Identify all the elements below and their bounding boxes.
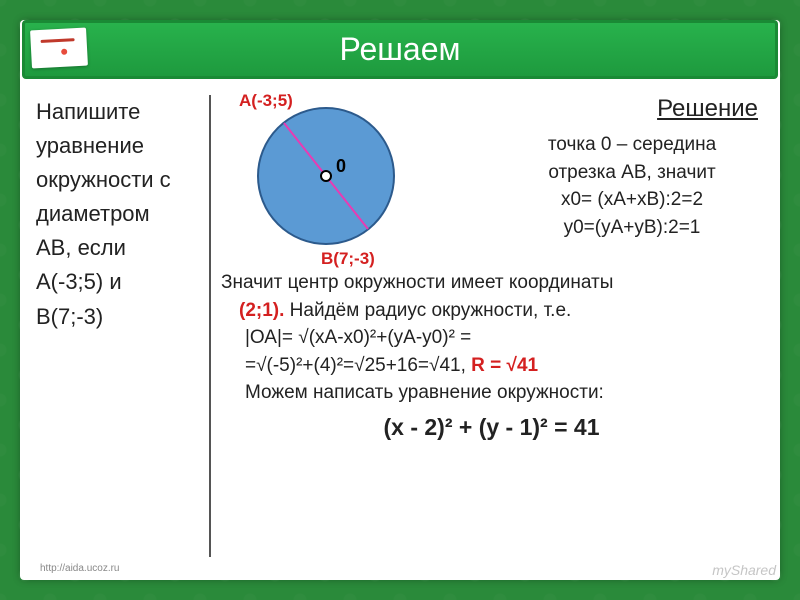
problem-line: уравнение [36, 129, 201, 163]
solution-line: x0= (xА+xВ):2=2 [502, 186, 762, 214]
problem-text: Напишите уравнение окружности с диаметро… [36, 95, 211, 557]
header-title: Решаем [340, 31, 461, 67]
solution-steps-bottom: Значит центр окружности имеет координаты… [221, 269, 762, 444]
problem-line: Напишите [36, 95, 201, 129]
problem-line: АВ, если [36, 231, 201, 265]
solution-line: Можем написать уравнение окружности: [221, 379, 762, 407]
content-area: Напишите уравнение окружности с диаметро… [20, 79, 780, 561]
solution-line: y0=(yА+yВ):2=1 [502, 214, 762, 242]
solution-line: (2;1). Найдём радиус окружности, т.е. [221, 297, 762, 325]
solution-line: точка 0 – середина [502, 131, 762, 159]
solution-line: Значит центр окружности имеет координаты [221, 269, 762, 297]
problem-line: В(7;-3) [36, 300, 201, 334]
point-a-label: А(-3;5) [239, 91, 293, 111]
solution-steps-top: точка 0 – середина отрезка АВ, значит x0… [502, 131, 762, 241]
svg-text:0: 0 [336, 156, 346, 176]
footer-url: http://aida.ucoz.ru [20, 561, 780, 580]
problem-line: диаметром [36, 197, 201, 231]
solution-line: |ОА|= √(xА-x0)²+(yА-y0)² = [221, 324, 762, 352]
coords-red: (2;1). [239, 300, 284, 321]
solution-area: 0 А(-3;5) В(7;-3) Решение точка 0 – сере… [211, 95, 768, 557]
problem-line: А(-3;5) и [36, 265, 201, 299]
solution-line: отрезка АВ, значит [502, 159, 762, 187]
circle-diagram: 0 [241, 91, 411, 261]
problem-line: окружности с [36, 163, 201, 197]
point-b-label: В(7;-3) [321, 249, 375, 269]
watermark: myShared [712, 562, 776, 578]
radius-red: R = √41 [471, 355, 538, 376]
circle-svg: 0 [241, 91, 411, 261]
slide-header: Решаем [22, 20, 778, 79]
slide: Решаем Напишите уравнение окружности с д… [20, 20, 780, 580]
notebook-icon [30, 28, 88, 69]
solution-line: =√(-5)²+(4)²=√25+16=√41, R = √41 [221, 352, 762, 380]
final-equation: (х - 2)² + (у - 1)² = 41 [221, 411, 762, 444]
solution-title: Решение [657, 95, 758, 123]
